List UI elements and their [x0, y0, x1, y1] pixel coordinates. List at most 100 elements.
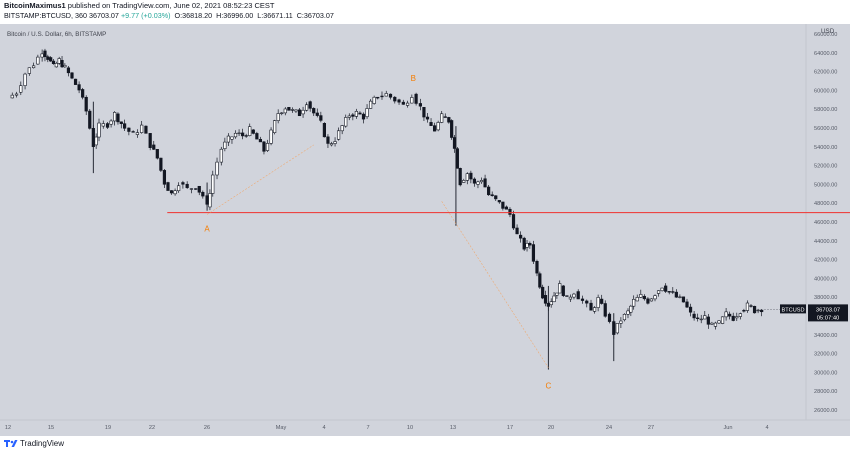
candle-body — [626, 310, 630, 315]
candle-body — [713, 322, 718, 327]
y-tick-label: 58000.00 — [814, 107, 837, 113]
candle-body — [322, 123, 326, 138]
candle-body — [376, 96, 380, 99]
candle-body — [181, 182, 185, 185]
candle-body — [361, 113, 366, 120]
candle-body — [312, 108, 316, 114]
candle-body — [580, 298, 585, 301]
candle-body — [233, 132, 238, 138]
tradingview-logo[interactable]: TradingView — [4, 439, 64, 448]
y-tick-label: 52000.00 — [814, 164, 837, 170]
candle-body — [105, 123, 110, 128]
chart-area[interactable]: Bitcoin / U.S. Dollar, 6h, BITSTAMP USD 26… — [0, 24, 850, 436]
candle-body — [494, 195, 498, 200]
candle-body — [185, 183, 189, 188]
candle-body — [552, 295, 556, 303]
y-tick-label: 50000.00 — [814, 182, 837, 188]
x-tick-label: 15 — [48, 425, 54, 431]
candle-body — [429, 122, 433, 126]
ohlc-low: L:36671.11 — [257, 11, 293, 20]
candle-body — [237, 132, 241, 135]
candle-body — [724, 311, 728, 318]
candle-body — [653, 295, 657, 300]
x-tick-label: 20 — [548, 425, 554, 431]
candle-body — [671, 291, 675, 293]
candle-body — [472, 178, 477, 184]
candle-body — [372, 96, 376, 104]
candle-body — [354, 111, 358, 117]
candle-body — [760, 309, 764, 313]
candle-body — [63, 65, 67, 68]
candle-body — [351, 114, 355, 117]
price-chart[interactable]: Bitcoin / U.S. Dollar, 6h, BITSTAMP USD 26… — [0, 24, 850, 436]
candle-body — [443, 116, 447, 118]
candle-body — [425, 116, 430, 120]
candle-body — [549, 301, 553, 306]
symbol-line: BITSTAMP:BTCUSD, 360 — [4, 11, 87, 20]
ohlc-open: O:36818.20 — [174, 11, 213, 20]
x-tick-label: 7 — [366, 425, 369, 431]
x-tick-label: 10 — [407, 425, 413, 431]
candle-body — [123, 123, 127, 129]
candle-body — [462, 180, 466, 183]
candle-body — [144, 125, 148, 134]
candle-body — [127, 127, 131, 132]
candle-body — [635, 297, 639, 302]
candle-body — [692, 313, 696, 319]
candle-body — [10, 94, 14, 99]
x-tick-label: 27 — [648, 425, 654, 431]
candle-body — [490, 194, 494, 197]
symbol-tag — [780, 304, 806, 314]
chart-footer: TradingView — [0, 436, 850, 453]
candle-body — [600, 298, 604, 304]
candle-body — [135, 132, 140, 135]
candle-body — [756, 309, 760, 312]
author-name[interactable]: BitcoinMaximus1 — [4, 1, 66, 10]
candle-body — [337, 130, 341, 140]
candle-body — [54, 63, 58, 68]
candle-body — [273, 120, 277, 134]
candle-body — [667, 291, 671, 293]
price-change: +9.77 (+0.03%) — [120, 11, 171, 20]
candle-body — [177, 185, 181, 192]
last-price: 36703.07 — [88, 11, 119, 20]
y-tick-label: 42000.00 — [814, 258, 837, 264]
x-tick-label: 12 — [5, 425, 11, 431]
candle-body — [720, 316, 725, 324]
candle-body — [140, 124, 144, 133]
y-tick-label: 66000.00 — [814, 32, 837, 38]
candle-body — [60, 60, 64, 68]
y-tick-label: 56000.00 — [814, 126, 837, 132]
candle-body — [619, 320, 623, 324]
candle-body — [244, 135, 248, 137]
x-tick-label: 26 — [204, 425, 210, 431]
candle-body — [248, 126, 252, 136]
y-tick-label: 46000.00 — [814, 220, 837, 226]
candle-body — [77, 84, 81, 91]
candle-body — [40, 53, 44, 58]
x-tick-label: 19 — [105, 425, 111, 431]
candle-body — [194, 188, 198, 190]
candle-body — [119, 121, 123, 124]
candle-body — [447, 117, 451, 123]
candle-body — [629, 305, 633, 313]
candle-body — [615, 323, 619, 334]
candle-body — [269, 129, 273, 144]
candle-body — [649, 298, 654, 302]
price-tag-text: 36703.07 — [816, 307, 840, 313]
countdown-text: 05:07:40 — [817, 315, 840, 321]
symbol-tag-text: BTCUSD — [782, 307, 805, 313]
candle-body — [678, 296, 682, 298]
candle-body — [656, 290, 661, 294]
candle-body — [223, 141, 227, 149]
candle-body — [576, 291, 580, 300]
candle-body — [531, 244, 536, 262]
candle-body — [226, 135, 231, 143]
candle-body — [365, 108, 369, 118]
candle-body — [607, 313, 612, 322]
candle-body — [340, 125, 344, 132]
candle-body — [735, 316, 739, 319]
candle-body — [501, 201, 505, 209]
candle-body — [219, 148, 223, 163]
candle-body — [148, 133, 152, 148]
